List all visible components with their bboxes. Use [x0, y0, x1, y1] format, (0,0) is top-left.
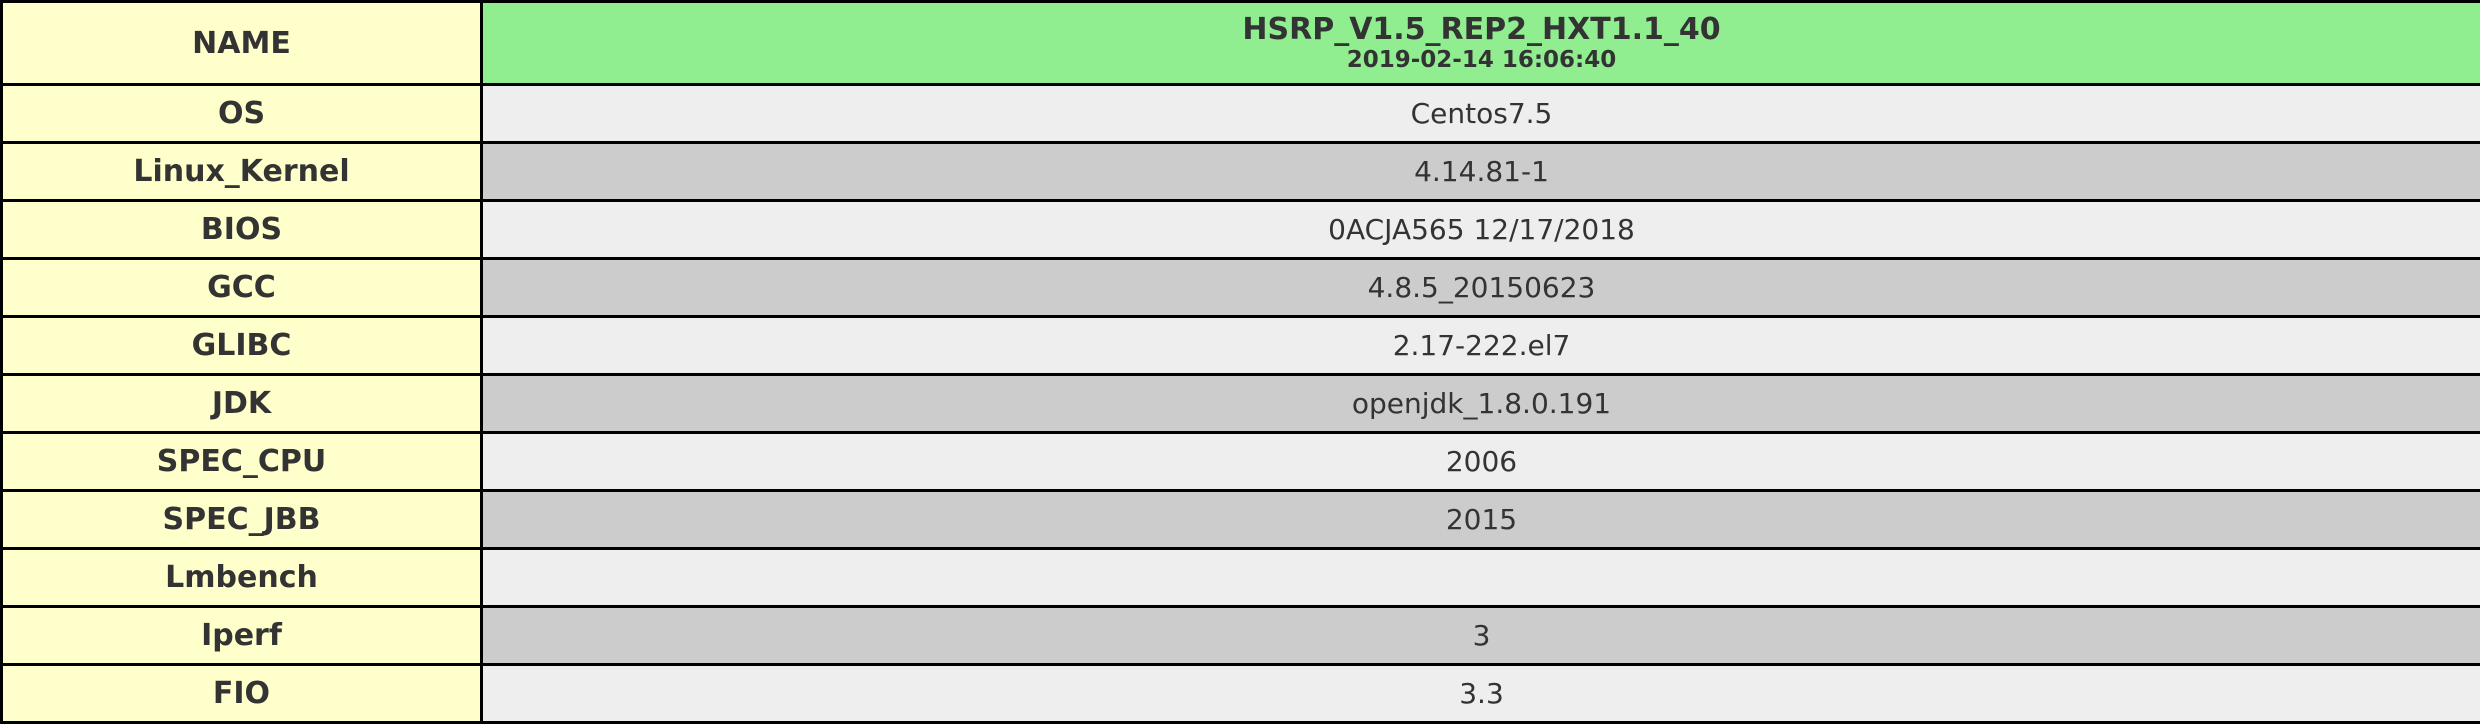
- row-label-spec-jbb: SPEC_JBB: [0, 489, 483, 550]
- row-label-glibc: GLIBC: [0, 315, 483, 376]
- row-label-iperf: Iperf: [0, 605, 483, 666]
- build-name-cell: HSRP_V1.5_REP2_HXT1.1_40 2019-02-14 16:0…: [480, 0, 2480, 86]
- row-value-jdk: openjdk_1.8.0.191: [480, 373, 2480, 434]
- row-label-gcc: GCC: [0, 257, 483, 318]
- table-row: OS Centos7.5: [0, 83, 2480, 144]
- row-value-glibc: 2.17-222.el7: [480, 315, 2480, 376]
- row-value-iperf: 3: [480, 605, 2480, 666]
- table-row: BIOS 0ACJA565 12/17/2018: [0, 199, 2480, 260]
- build-timestamp: 2019-02-14 16:06:40: [1346, 47, 1617, 73]
- table-row: FIO 3.3: [0, 663, 2480, 724]
- row-label-lmbench: Lmbench: [0, 547, 483, 608]
- table-header-row: NAME HSRP_V1.5_REP2_HXT1.1_40 2019-02-14…: [0, 0, 2480, 86]
- table-row: Lmbench: [0, 547, 2480, 608]
- row-label-bios: BIOS: [0, 199, 483, 260]
- table-row: Linux_Kernel 4.14.81-1: [0, 141, 2480, 202]
- name-label: NAME: [0, 0, 483, 86]
- row-value-gcc: 4.8.5_20150623: [480, 257, 2480, 318]
- table-row: SPEC_JBB 2015: [0, 489, 2480, 550]
- table-row: GLIBC 2.17-222.el7: [0, 315, 2480, 376]
- row-label-os: OS: [0, 83, 483, 144]
- row-label-spec-cpu: SPEC_CPU: [0, 431, 483, 492]
- row-label-jdk: JDK: [0, 373, 483, 434]
- row-label-fio: FIO: [0, 663, 483, 724]
- build-name: HSRP_V1.5_REP2_HXT1.1_40: [1242, 12, 1721, 47]
- row-value-os: Centos7.5: [480, 83, 2480, 144]
- row-value-bios: 0ACJA565 12/17/2018: [480, 199, 2480, 260]
- table-row: JDK openjdk_1.8.0.191: [0, 373, 2480, 434]
- row-value-lmbench: [480, 547, 2480, 608]
- table-row: Iperf 3: [0, 605, 2480, 666]
- row-value-linux-kernel: 4.14.81-1: [480, 141, 2480, 202]
- row-value-spec-cpu: 2006: [480, 431, 2480, 492]
- row-label-linux-kernel: Linux_Kernel: [0, 141, 483, 202]
- table-row: SPEC_CPU 2006: [0, 431, 2480, 492]
- row-value-spec-jbb: 2015: [480, 489, 2480, 550]
- table-row: GCC 4.8.5_20150623: [0, 257, 2480, 318]
- row-value-fio: 3.3: [480, 663, 2480, 724]
